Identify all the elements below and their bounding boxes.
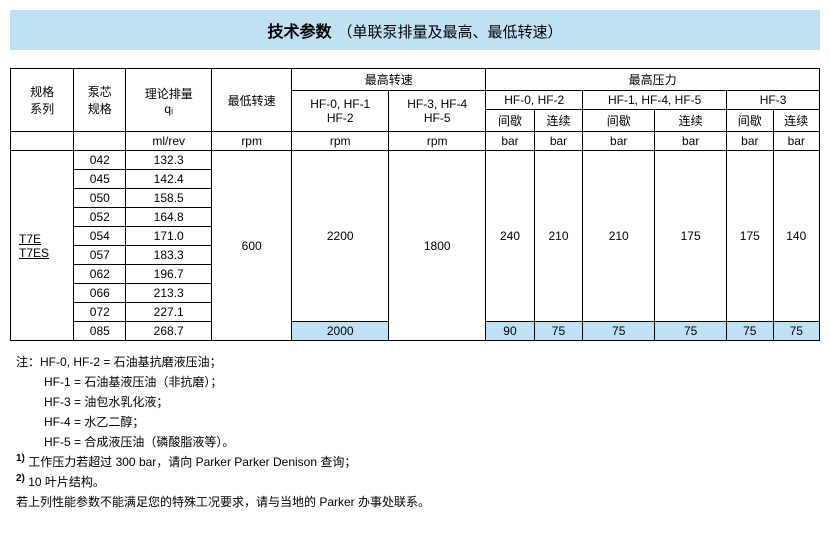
p3c: 140 [773, 151, 819, 322]
footnote-1: 1) 工作压力若超过 300 bar，请向 Parker Parker Deni… [16, 453, 820, 470]
spec-table: 规格 系列 泵芯 规格 理论排量 qᵢ 最低转速 最高转速 最高压力 HF-0,… [10, 68, 820, 341]
min-speed: 600 [212, 151, 292, 341]
unit-mlrev: ml/rev [126, 132, 212, 151]
footnote-2: 2) 10 叶片结构。 [16, 473, 820, 490]
col-inter: 间歇 [727, 110, 773, 132]
colgrp-max-speed: 最高转速 [292, 69, 486, 91]
notes: 注：HF-0, HF-2 = 石油基抗磨液压油； HF-1 = 石油基液压油（非… [10, 353, 820, 510]
last-p3c: 75 [773, 322, 819, 341]
last-p1c: 75 [534, 322, 583, 341]
unit-bar: bar [727, 132, 773, 151]
unit-rpm: rpm [389, 132, 486, 151]
p2i: 210 [583, 151, 655, 322]
colgrp-max-press: 最高压力 [486, 69, 820, 91]
col-spec-series: 规格 系列 [11, 69, 74, 132]
unit-rpm: rpm [212, 132, 292, 151]
note-line: HF-3 = 油包水乳化液； [16, 393, 820, 410]
col-core-spec: 泵芯 规格 [74, 69, 126, 132]
p1i: 240 [486, 151, 535, 322]
last-p1i: 90 [486, 322, 535, 341]
unit-row: ml/rev rpm rpm rpm bar bar bar bar bar b… [11, 132, 820, 151]
unit-bar: bar [655, 132, 727, 151]
p1c: 210 [534, 151, 583, 322]
p2c: 175 [655, 151, 727, 322]
last-p2c: 75 [655, 322, 727, 341]
col-ms-hf3: HF-3, HF-4 HF-5 [389, 91, 486, 132]
note-bottom: 若上列性能参数不能满足您的特殊工况要求，请与当地的 Parker 办事处联系。 [16, 493, 820, 510]
col-cont: 连续 [534, 110, 583, 132]
col-ms-hf0: HF-0, HF-1 HF-2 [292, 91, 389, 132]
col-p-hf1: HF-1, HF-4, HF-5 [583, 91, 727, 110]
last-max-speed-a: 2000 [292, 322, 389, 341]
unit-bar: bar [486, 132, 535, 151]
series-label: T7ET7ES [11, 151, 74, 341]
title-bar: 技术参数 （单联泵排量及最高、最低转速） [10, 10, 820, 50]
unit-rpm: rpm [292, 132, 389, 151]
note-line: 注：HF-0, HF-2 = 石油基抗磨液压油； [16, 353, 820, 370]
note-line: HF-5 = 合成液压油（磷酸脂液等）。 [16, 433, 820, 450]
code: 042 [74, 151, 126, 170]
unit-bar: bar [773, 132, 819, 151]
max-speed-b: 1800 [389, 151, 486, 341]
table-row: T7ET7ES 042 132.3 600 2200 1800 240 210 … [11, 151, 820, 170]
col-cont: 连续 [773, 110, 819, 132]
max-speed-a: 2200 [292, 151, 389, 322]
col-inter: 间歇 [486, 110, 535, 132]
col-cont: 连续 [655, 110, 727, 132]
unit-bar: bar [534, 132, 583, 151]
note-line: HF-1 = 石油基液压油（非抗磨）； [16, 373, 820, 390]
last-p3i: 75 [727, 322, 773, 341]
disp: 132.3 [126, 151, 212, 170]
col-inter: 间歇 [583, 110, 655, 132]
header-row-1: 规格 系列 泵芯 规格 理论排量 qᵢ 最低转速 最高转速 最高压力 [11, 69, 820, 91]
p3i: 175 [727, 151, 773, 322]
last-p2i: 75 [583, 322, 655, 341]
unit-bar: bar [583, 132, 655, 151]
title-sub: （单联泵排量及最高、最低转速） [338, 24, 563, 41]
col-p-hf3: HF-3 [727, 91, 820, 110]
title-main: 技术参数 [267, 24, 331, 41]
col-theo-disp: 理论排量 qᵢ [126, 69, 212, 132]
col-p-hf0: HF-0, HF-2 [486, 91, 583, 110]
col-min-speed: 最低转速 [212, 69, 292, 132]
note-line: HF-4 = 水乙二醇； [16, 413, 820, 430]
